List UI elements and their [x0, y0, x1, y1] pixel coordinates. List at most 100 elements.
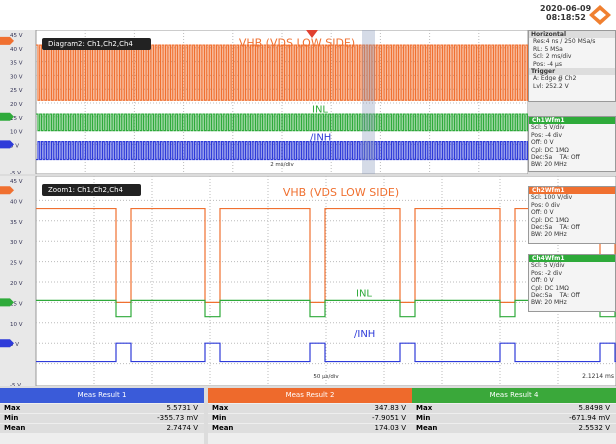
axis-strip — [0, 30, 36, 174]
info-line: Off: 0 V — [531, 277, 554, 285]
meas-value: -355.73 mV — [157, 414, 198, 422]
trigger-marker — [306, 30, 318, 38]
trace-label: INL — [356, 288, 372, 299]
trace-label: /INH — [310, 132, 331, 143]
channel-title: Ch1Wfm1 — [529, 117, 615, 125]
timebase: 2 ms/div — [270, 162, 294, 168]
meas-title: Meas Result 1 — [0, 388, 204, 403]
channel-box[interactable]: Ch4Wfm1 Scl: 5 V/div Pos: -2 div Off: 0 V Cp… — [528, 254, 616, 312]
info-line: Scl: 5 V/div — [531, 262, 565, 270]
meas-row: Min -671.94 mV — [412, 414, 616, 423]
meas-value: 2.7474 V — [166, 424, 198, 432]
channel-title: Ch2Wfm1 — [529, 187, 615, 195]
meas-panel[interactable]: Meas Result 4 Max 5.8498 V Min -671.94 mV Mea… — [412, 388, 616, 444]
channel-title: Ch4Wfm1 — [529, 255, 615, 263]
meas-value: 2.5532 V — [578, 424, 610, 432]
zoom-position: 2.1214 ms — [582, 373, 614, 380]
meas-label: Max — [212, 404, 229, 412]
y-axis-label: 30 V — [10, 74, 23, 80]
meas-value: -7.9051 V — [371, 414, 406, 422]
channel-marker — [0, 186, 14, 195]
meas-row: Min -7.9051 V — [208, 414, 412, 423]
info-line: Scl: 2 ms/div — [533, 53, 572, 61]
meas-row: Max 5.5731 V — [0, 404, 204, 413]
meas-label: Max — [416, 404, 433, 412]
info-line: Dec:Sa TA: Off — [531, 154, 580, 162]
trace-label: VHB (VDS LOW SIDE) — [239, 36, 355, 49]
channel-box[interactable]: Ch1Wfm1 Scl: 5 V/div Pos: -4 div Off: 0 V Cp… — [528, 116, 616, 172]
info-line: Pos: -4 µs — [533, 60, 562, 68]
y-axis-label: 15 V — [10, 301, 23, 307]
box-title: Trigger — [529, 68, 615, 76]
info-line: Pos: -2 div — [531, 269, 563, 277]
info-line: Scl: 5 V/div — [531, 124, 565, 132]
timebase: 50 µs/div — [313, 374, 339, 380]
info-line: BW: 20 MHz — [531, 231, 567, 239]
meas-value: 5.5731 V — [166, 404, 198, 412]
trace-label: VHB (VDS LOW SIDE) — [283, 186, 399, 199]
zoom-tab[interactable]: Zoom1: Ch1,Ch2,Ch4 — [42, 184, 142, 196]
time: 08:18:52 — [546, 13, 586, 22]
channel-marker — [0, 298, 14, 307]
meas-panel[interactable]: Meas Result 2 Max 347.83 V Min -7.9051 V Mean… — [208, 388, 412, 444]
info-line: Dec:Sa TA: Off — [531, 292, 580, 300]
meas-value: 347.83 V — [374, 404, 406, 412]
clock: 2020-06-09 08:18:52 — [540, 4, 591, 22]
horizontal-box[interactable]: Horizontal Res:4 ns / 250 MSa/s RL: 5 MSa… — [528, 30, 616, 102]
meas-panel[interactable]: Meas Result 1 Max 5.5731 V Min -355.73 mV Mea… — [0, 388, 204, 444]
y-axis-label: 40 V — [10, 47, 23, 53]
y-axis-label: 10 V — [10, 130, 23, 136]
box-title: Horizontal — [529, 31, 615, 39]
axis-strip — [0, 176, 36, 386]
meas-label: Min — [4, 414, 19, 422]
y-axis-label: 35 V — [10, 220, 23, 226]
logo — [589, 5, 611, 25]
info-line: Cpl: DC 1MΩ — [531, 216, 569, 224]
diagram-title: Diagram2: Ch1,Ch2,Ch4 — [48, 40, 133, 48]
y-axis-label: 40 V — [10, 199, 23, 205]
meas-label: Mean — [416, 424, 438, 432]
info-line: A: Edge ∯ Ch2 — [533, 75, 577, 83]
waveform — [36, 113, 528, 132]
top-bar — [0, 0, 616, 30]
y-axis-label: -5 V — [10, 171, 21, 174]
info-line: RL: 5 MSa — [533, 45, 563, 53]
info-line: Off: 0 V — [531, 209, 554, 217]
date: 2020-06-09 — [540, 4, 592, 13]
y-axis-label: 25 V — [10, 261, 23, 267]
zoom-title: Zoom1: Ch1,Ch2,Ch4 — [48, 186, 124, 194]
meas-label: Mean — [212, 424, 234, 432]
meas-row: Max 5.8498 V — [412, 404, 616, 413]
info-line: BW: 20 MHz — [531, 161, 567, 169]
info-line: Pos: 0 div — [531, 201, 560, 209]
meas-label: Min — [212, 414, 227, 422]
meas-label: Mean — [4, 424, 26, 432]
info-line: Dec:Sa TA: Off — [531, 224, 580, 232]
y-axis-label: 30 V — [10, 240, 23, 246]
diagram-plot: 45 V 40 V 35 V 30 V 25 V 20 V 15 V 10 V 5 V -5 V V… — [0, 30, 528, 174]
y-axis-label: 20 V — [10, 102, 23, 108]
y-axis-label: 5 V — [10, 342, 19, 348]
y-axis-label: 10 V — [10, 322, 23, 328]
y-axis-label: 20 V — [10, 281, 23, 287]
y-axis-label: 5 V — [10, 143, 19, 149]
diagram-tab[interactable]: Diagram2: Ch1,Ch2,Ch4 — [42, 38, 151, 50]
waveform — [36, 141, 528, 161]
meas-value: 5.8498 V — [578, 404, 610, 412]
info-line: Res:4 ns / 250 MSa/s — [533, 38, 596, 46]
meas-row: Mean 2.7474 V — [0, 424, 204, 433]
meas-row: Mean 2.5532 V — [412, 424, 616, 433]
channel-marker — [0, 112, 14, 121]
info-line: Lvl: 252.2 V — [533, 82, 569, 90]
y-axis-label: 25 V — [10, 88, 23, 94]
waveform — [36, 342, 616, 363]
meas-value: -671.94 mV — [569, 414, 610, 422]
y-axis-label: 35 V — [10, 61, 23, 67]
trace-label: /INH — [354, 329, 375, 340]
meas-title: Meas Result 4 — [412, 388, 616, 403]
zoom-plot: 45 V 40 V 35 V 30 V 25 V 20 V 15 V 10 V 5 V -5 V 2… — [0, 176, 616, 386]
y-axis-label: 45 V — [10, 33, 23, 39]
meas-title: Meas Result 2 — [208, 388, 412, 403]
